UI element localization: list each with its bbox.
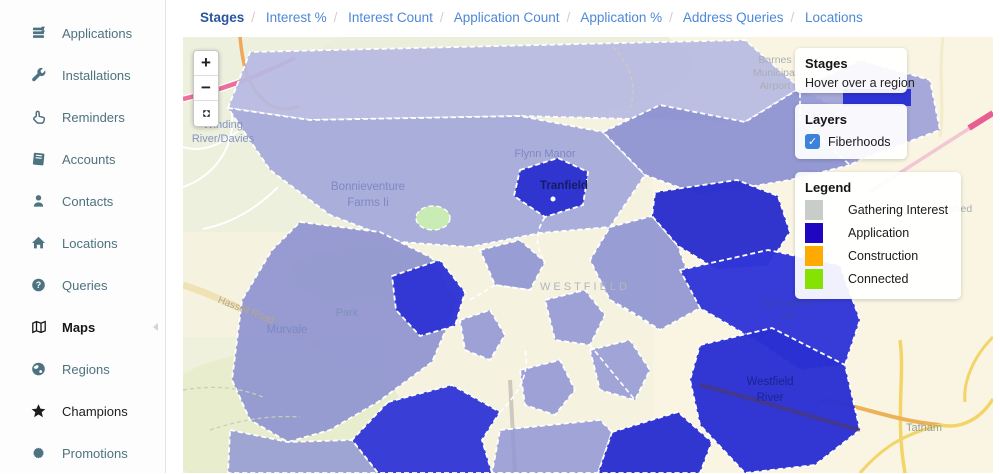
- legend-swatch-application: [805, 223, 823, 243]
- map-label: Westfield: [746, 376, 793, 388]
- sidebar-item-installations[interactable]: Installations: [0, 54, 165, 96]
- sidebar-item-applications[interactable]: Applications: [0, 12, 165, 54]
- tab-locations[interactable]: Locations: [804, 10, 863, 25]
- breadcrumb-separator: /: [439, 10, 444, 25]
- sidebar-item-champions[interactable]: Champions: [0, 390, 165, 432]
- map-label: Springfield: [761, 297, 813, 309]
- top-bar: Stages / Interest % / Interest Count / Appl…: [166, 0, 1000, 37]
- tab-address-queries[interactable]: Address Queries: [682, 10, 784, 25]
- star-icon: [30, 403, 48, 419]
- breadcrumb-separator: /: [669, 10, 673, 25]
- sidebar-item-promotions[interactable]: Promotions: [0, 432, 165, 474]
- wrench-icon: [30, 67, 48, 83]
- layers-panel: Layers ✓ Fiberhoods: [795, 104, 907, 159]
- legend-row: Construction: [805, 246, 951, 266]
- question-circle-icon: ?: [30, 277, 48, 293]
- sidebar: Applications Installations Reminders Acc…: [0, 0, 166, 473]
- legend-row: Connected: [805, 269, 951, 289]
- sidebar-item-label: Regions: [62, 361, 110, 377]
- sidebar-item-label: Accounts: [62, 151, 116, 167]
- legend-label: Construction: [848, 249, 919, 263]
- fiberhoods-label: Fiberhoods: [828, 134, 891, 149]
- layers-panel-title: Layers: [805, 112, 847, 127]
- map-label: Hill: [779, 311, 794, 323]
- globe-icon: [30, 361, 48, 377]
- map-dot: [550, 196, 556, 202]
- tab-application-pct[interactable]: Application %: [580, 10, 663, 25]
- map-label: Farms Ii: [347, 197, 389, 209]
- sidebar-item-label: Locations: [62, 235, 118, 251]
- tab-application-count[interactable]: Application Count: [453, 10, 560, 25]
- sidebar-item-locations[interactable]: Locations: [0, 222, 165, 264]
- person-icon: [30, 193, 48, 209]
- sidebar-item-reminders[interactable]: Reminders: [0, 96, 165, 138]
- breadcrumb: Stages / Interest % / Interest Count / Appl…: [166, 0, 1000, 25]
- map-controls: + −: [193, 50, 219, 127]
- sidebar-item-label: Installations: [62, 67, 131, 83]
- legend-label: Connected: [848, 272, 909, 286]
- sidebar-item-regions[interactable]: Regions: [0, 348, 165, 390]
- sidebar-item-label: Champions: [62, 403, 128, 419]
- fullscreen-button[interactable]: [194, 101, 218, 126]
- map-label: Bonnieventure: [331, 181, 405, 193]
- map-label: Tatham: [906, 422, 942, 434]
- sidebar-item-label: Queries: [62, 277, 108, 293]
- map-label: Barnes: [758, 54, 791, 66]
- sidebar-item-label: Promotions: [62, 445, 128, 461]
- hand-icon: [30, 109, 48, 125]
- map-label: WESTFIELD: [540, 281, 630, 293]
- sidebar-item-accounts[interactable]: Accounts: [0, 138, 165, 180]
- sidebar-item-queries[interactable]: ? Queries: [0, 264, 165, 306]
- legend-row: Gathering Interest: [805, 200, 951, 220]
- legend-swatch-construction: [805, 246, 823, 266]
- sidebar-item-label: Maps: [62, 319, 96, 335]
- zoom-in-button[interactable]: +: [194, 51, 218, 76]
- badge-icon: [30, 445, 48, 461]
- legend-row: Application: [805, 223, 951, 243]
- layer-row-fiberhoods: ✓ Fiberhoods: [805, 134, 897, 149]
- map-label: Tranfield: [540, 180, 588, 192]
- map-label: Park: [336, 307, 359, 319]
- map-label: River: [757, 392, 784, 404]
- legend-panel-title: Legend: [805, 180, 852, 195]
- tab-interest-pct[interactable]: Interest %: [265, 10, 327, 25]
- map-canvas[interactable]: Winding River/Davies Barnes Municipal Ai…: [183, 37, 993, 473]
- tab-stages[interactable]: Stages: [200, 10, 245, 25]
- sidebar-item-label: Reminders: [62, 109, 125, 125]
- sidebar-item-label: Contacts: [62, 193, 114, 209]
- map-label: Municipal: [753, 67, 797, 79]
- stages-panel: Stages Hover over a region: [795, 48, 915, 93]
- sidebar-item-maps[interactable]: Maps: [0, 306, 165, 348]
- map-label: Flynn Manor: [514, 148, 575, 160]
- svg-text:?: ?: [36, 280, 42, 290]
- legend-panel: Legend Gathering Interest Application Co…: [795, 172, 961, 299]
- tab-interest-count[interactable]: Interest Count: [348, 10, 433, 25]
- breadcrumb-separator: /: [790, 10, 795, 25]
- legend-label: Application: [848, 226, 910, 240]
- sidebar-item-label: Applications: [62, 25, 133, 41]
- fiberhoods-checkbox[interactable]: ✓: [805, 134, 820, 149]
- legend-swatch-connected: [805, 269, 823, 289]
- legend-label: Gathering Interest: [848, 203, 949, 217]
- breadcrumb-separator: /: [251, 10, 256, 25]
- map-label: River/Davies: [192, 133, 255, 145]
- applications-icon: [30, 25, 48, 41]
- breadcrumb-separator: /: [333, 10, 338, 25]
- stages-panel-hint: Hover over a region: [805, 76, 915, 90]
- breadcrumb-separator: /: [566, 10, 571, 25]
- sidebar-collapse-icon[interactable]: [153, 323, 158, 331]
- map-icon: [30, 319, 48, 335]
- legend-swatch-gathering-interest: [805, 200, 823, 220]
- map-label: Airport: [760, 80, 791, 92]
- home-icon: [30, 235, 48, 251]
- zoom-out-button[interactable]: −: [194, 76, 218, 101]
- book-icon: [30, 151, 48, 167]
- stages-panel-title: Stages: [805, 56, 848, 71]
- map-label: Murvale: [267, 324, 308, 336]
- sidebar-item-contacts[interactable]: Contacts: [0, 180, 165, 222]
- fullscreen-icon: [202, 110, 210, 117]
